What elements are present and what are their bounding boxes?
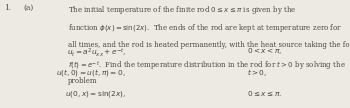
Text: problem: problem <box>68 77 98 85</box>
Text: $0 < x < \pi,$: $0 < x < \pi,$ <box>247 46 282 56</box>
Text: The initial temperature of the finite rod $0 \leq x \leq \pi$ is given by the: The initial temperature of the finite ro… <box>68 4 296 16</box>
Text: $u(t, 0) = u(t, \pi) = 0,$: $u(t, 0) = u(t, \pi) = 0,$ <box>56 68 126 79</box>
Text: $t > 0,$: $t > 0,$ <box>247 68 267 79</box>
Text: function $\phi(x) = \sin(2x)$.  The ends of the rod are kept at temperature zero: function $\phi(x) = \sin(2x)$. The ends … <box>68 22 342 34</box>
Text: (a): (a) <box>24 4 34 12</box>
Text: $u(0, x) = \sin(2x),$: $u(0, x) = \sin(2x),$ <box>65 89 126 99</box>
Text: $0 \leq x \leq \pi.$: $0 \leq x \leq \pi.$ <box>247 89 282 98</box>
Text: 1.: 1. <box>4 4 11 12</box>
Text: all times, and the rod is heated permanently, with the heat source taking the fo: all times, and the rod is heated permane… <box>68 41 350 49</box>
Text: $f(t) = e^{-t}$.  Find the temperature distribution in the rod for $t > 0$ by so: $f(t) = e^{-t}$. Find the temperature di… <box>68 59 346 72</box>
Text: $u_t = a^2 u_{xx} + e^{-t},$: $u_t = a^2 u_{xx} + e^{-t},$ <box>67 46 126 59</box>
